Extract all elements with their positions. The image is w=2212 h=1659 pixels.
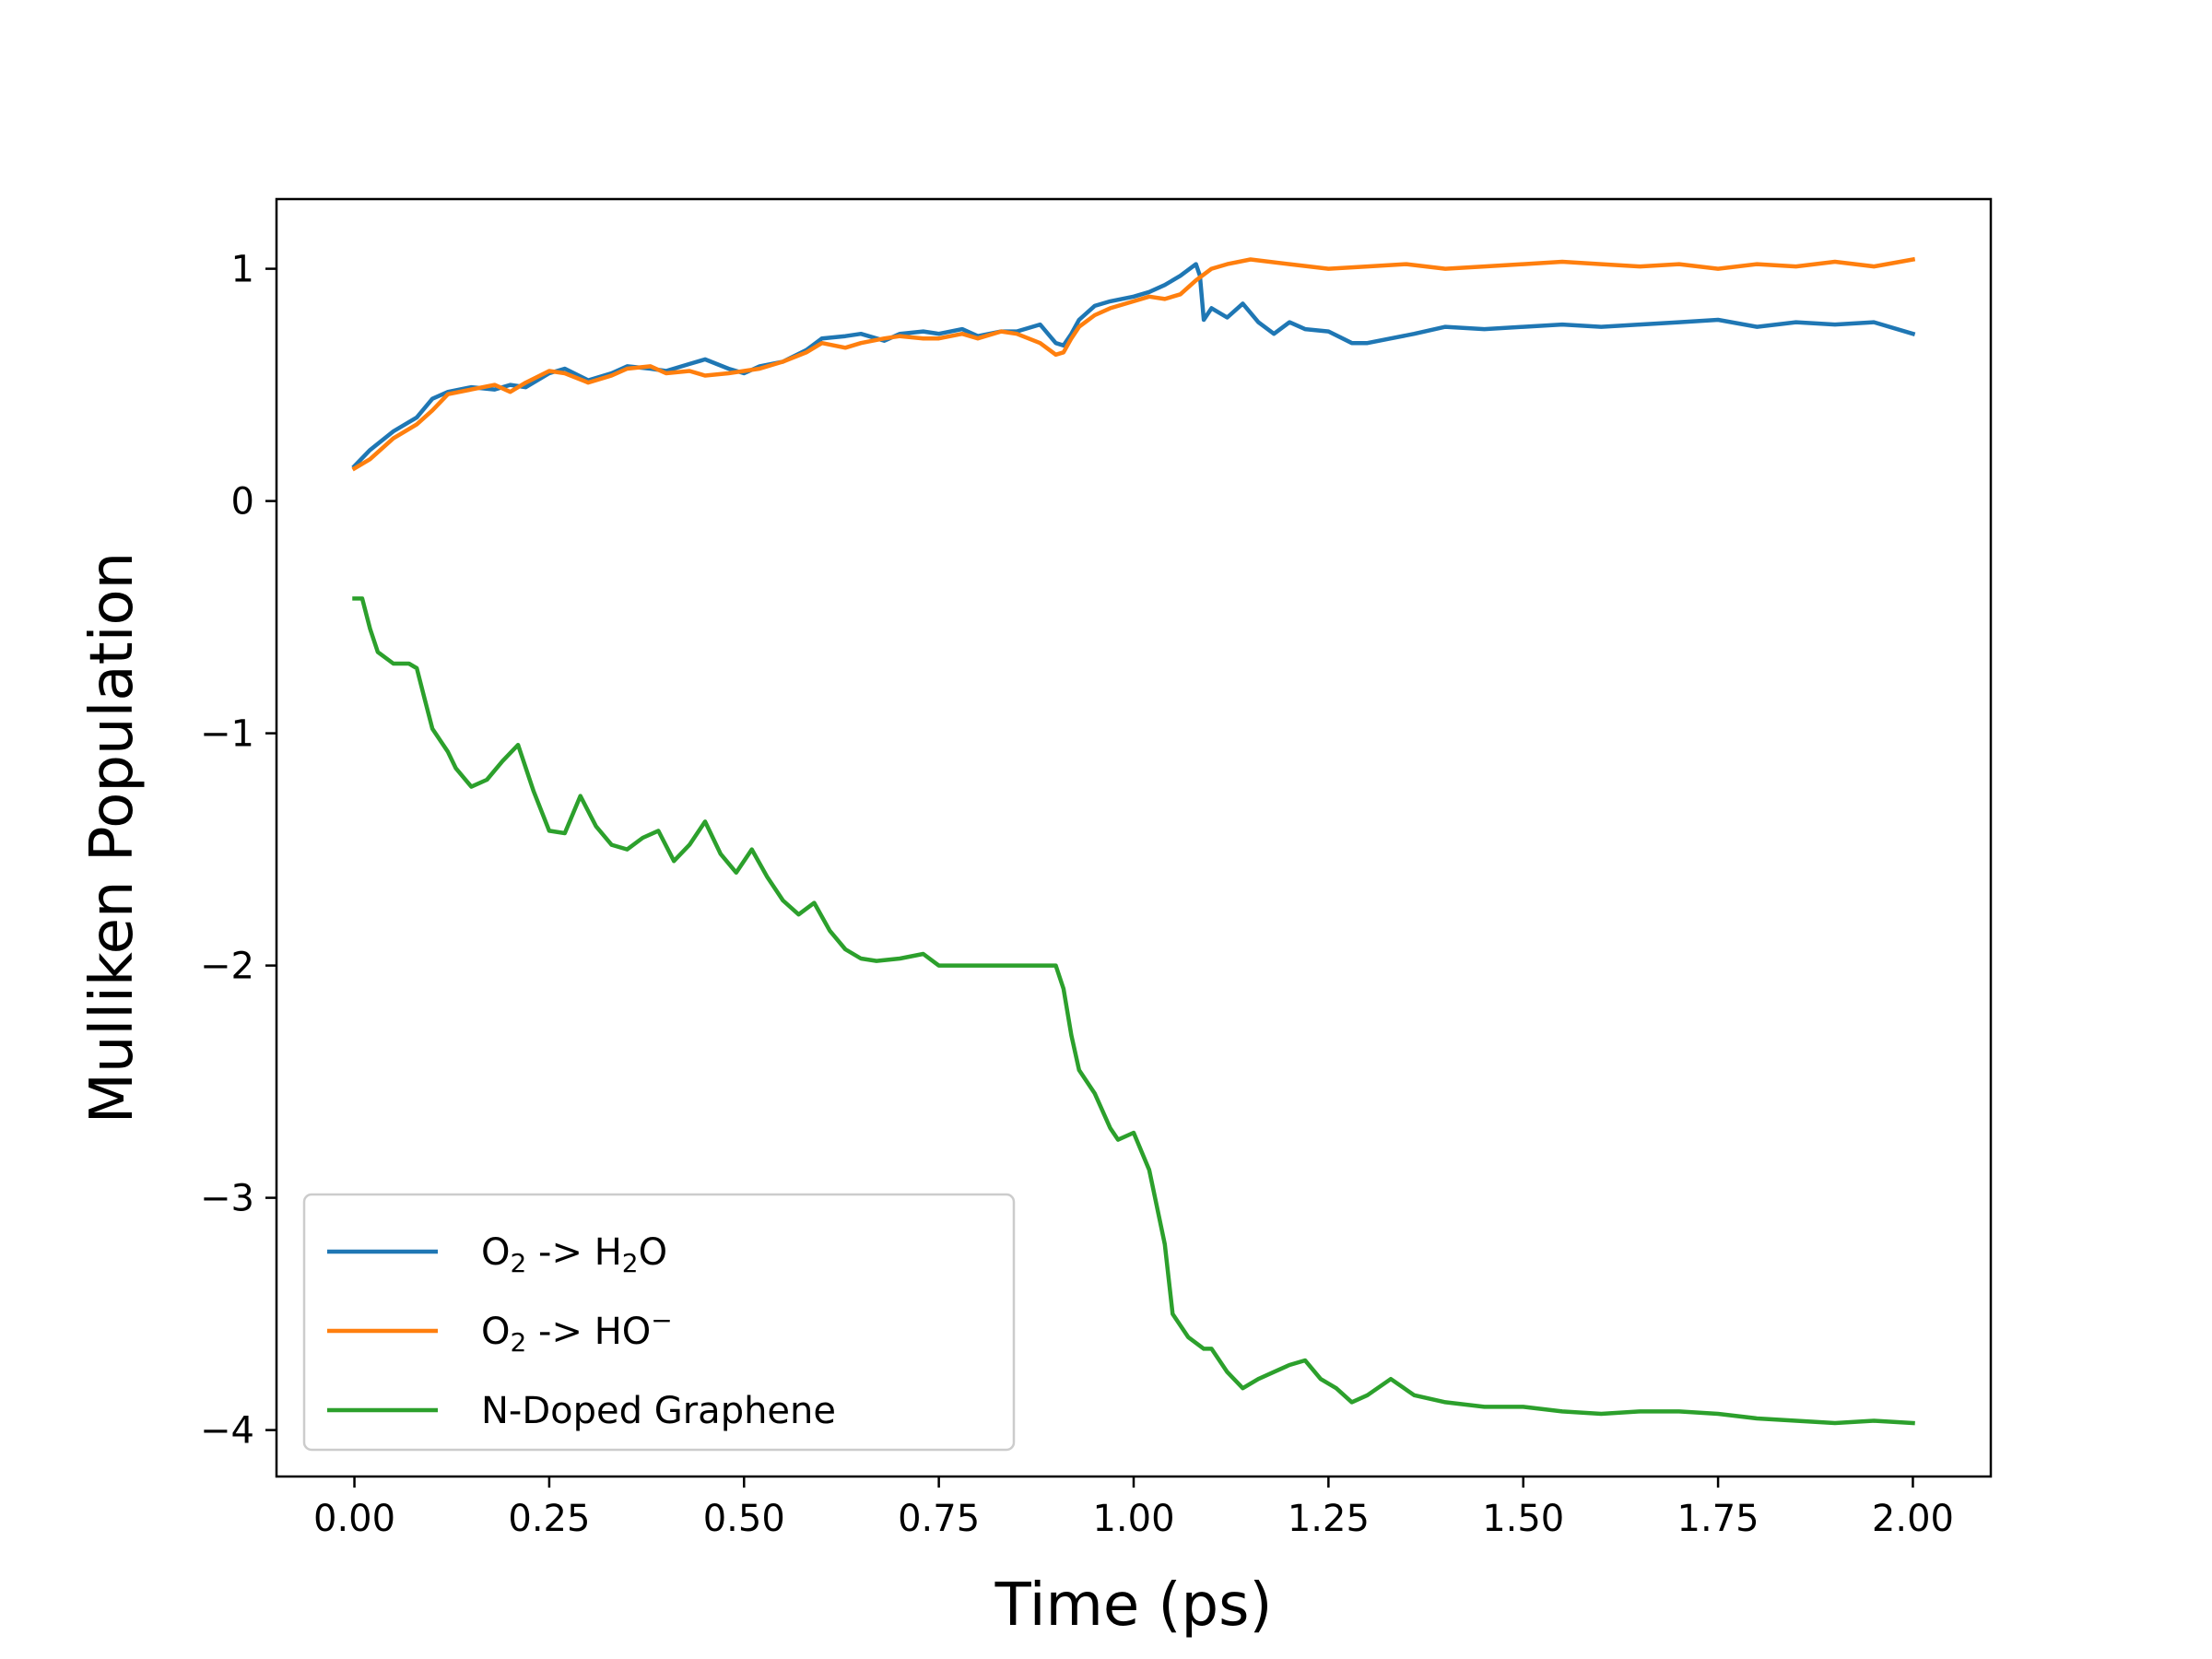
legend-label-part: −	[651, 1305, 672, 1335]
y-tick-label: −3	[200, 1178, 254, 1220]
x-tick-label: 0.00	[313, 1498, 395, 1540]
legend-label-2: O2 -> HO−	[481, 1305, 673, 1358]
x-tick-label: 0.50	[703, 1498, 785, 1540]
legend-label-part: -> H	[526, 1231, 621, 1274]
y-axis-label: Mulliken Population	[78, 552, 147, 1124]
x-tick-label: 0.25	[508, 1498, 590, 1540]
legend-label-part: N-Doped Graphene	[481, 1390, 836, 1432]
x-tick-label: 0.75	[898, 1498, 980, 1540]
x-tick-label: 1.25	[1288, 1498, 1370, 1540]
legend-label-part: 2	[510, 1248, 526, 1278]
x-tick-label: 1.00	[1092, 1498, 1174, 1540]
x-tick-label: 1.50	[1482, 1498, 1564, 1540]
x-tick-label: 1.75	[1677, 1498, 1759, 1540]
legend-label-3: N-Doped Graphene	[481, 1390, 836, 1432]
legend-label-part: 2	[622, 1248, 639, 1278]
y-tick-label: 1	[231, 249, 254, 291]
legend-label-part: O	[481, 1311, 510, 1353]
series-line-2	[351, 256, 1916, 472]
series-layer	[351, 256, 1916, 1426]
series-line-1	[351, 262, 1916, 469]
legend-label-part: 2	[510, 1327, 526, 1358]
legend-label-part: O	[639, 1231, 667, 1274]
legend-label-1: O2 -> H2O	[481, 1231, 667, 1278]
y-tick-label: −4	[200, 1410, 254, 1453]
tick-layer: 0.00 0.25 0.50 0.75 1.00 1.25 1.50 1.75 2.00 1 0 −1…	[200, 249, 1954, 1540]
y-tick-label: −1	[200, 713, 254, 756]
x-axis-label: Time (ps)	[994, 1571, 1273, 1640]
series-line-3	[352, 596, 1915, 1426]
x-tick-label: 2.00	[1872, 1498, 1954, 1540]
legend-label-part: O	[481, 1231, 510, 1274]
legend-frame	[302, 1193, 1016, 1452]
legend-label-part: -> HO	[526, 1311, 651, 1353]
y-tick-label: −2	[200, 946, 254, 988]
y-tick-label: 0	[231, 481, 254, 524]
